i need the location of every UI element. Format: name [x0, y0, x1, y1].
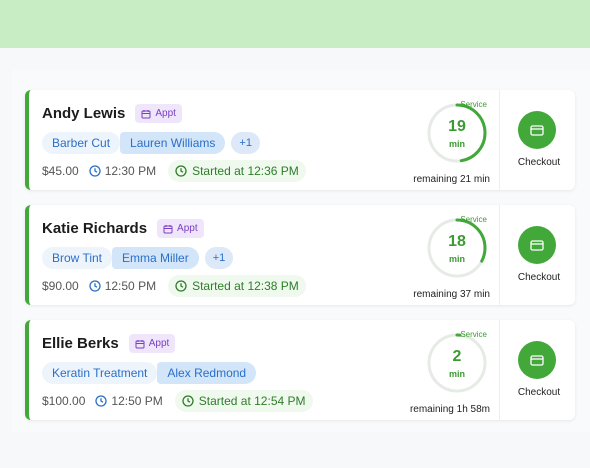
clock-icon	[95, 395, 108, 407]
checkout-label[interactable]: Checkout	[517, 157, 561, 168]
price: $45.00	[42, 164, 79, 178]
appt-badge: Appt	[128, 334, 176, 353]
ring-label: Service	[460, 100, 487, 109]
started-pill: Started at 12:54 PM	[174, 390, 313, 412]
badge-text: Appt	[155, 108, 176, 119]
checkout-button[interactable]	[518, 341, 556, 379]
started-text: Started at 12:36 PM	[192, 164, 299, 178]
time: 12:50 PM	[95, 394, 163, 408]
appt-badge: Appt	[157, 219, 204, 238]
progress-ring	[427, 103, 487, 163]
minutes-unit: min	[448, 369, 465, 379]
checkout-label[interactable]: Checkout	[517, 272, 561, 283]
minutes-unit: min	[448, 254, 465, 264]
divider	[499, 205, 500, 305]
progress-ring	[427, 218, 487, 278]
minutes: 19	[448, 118, 466, 135]
calendar-icon	[135, 339, 145, 348]
clock-icon	[182, 395, 194, 407]
service-pill: Keratin Treatment	[42, 362, 158, 384]
minutes: 2	[452, 348, 462, 365]
checkout-button[interactable]	[518, 111, 556, 149]
card-icon	[530, 354, 544, 366]
time-text: 12:30 PM	[104, 164, 157, 178]
price: $90.00	[42, 279, 79, 293]
staff-pill: Emma Miller	[112, 247, 199, 269]
minutes-unit: min	[448, 139, 465, 149]
clock-icon	[89, 165, 101, 177]
remaining: remaining 37 min	[413, 289, 490, 300]
minutes: 18	[448, 233, 466, 250]
time-text: 12:50 PM	[111, 394, 163, 408]
clock-icon	[175, 165, 187, 177]
ring-label: Service	[460, 215, 487, 224]
checkout-button[interactable]	[518, 226, 556, 264]
divider	[499, 90, 500, 190]
price: $100.00	[42, 394, 86, 408]
appointment-card: Andy Lewis Appt Barber Cut Lauren Willia…	[25, 90, 575, 190]
time-text: 12:50 PM	[104, 279, 157, 293]
checkout-label[interactable]: Checkout	[517, 387, 561, 398]
client-name: Andy Lewis	[42, 105, 126, 122]
started-text: Started at 12:54 PM	[198, 394, 306, 408]
extra-pill: +1	[204, 247, 234, 269]
appointment-card: Katie Richards Appt Brow Tint Emma Mille…	[25, 205, 575, 305]
header-band	[0, 0, 590, 48]
clock-icon	[89, 280, 101, 292]
started-pill: Started at 12:38 PM	[168, 275, 306, 297]
badge-text: Appt	[177, 223, 198, 234]
divider	[499, 320, 500, 420]
client-name: Ellie Berks	[42, 335, 119, 352]
clock-icon	[175, 280, 187, 292]
badge-text: Appt	[148, 338, 170, 349]
staff-pill: Lauren Williams	[120, 132, 226, 154]
client-name: Katie Richards	[42, 220, 148, 237]
appointment-card: Ellie Berks Appt Keratin Treatment Alex …	[25, 320, 575, 420]
started-text: Started at 12:38 PM	[192, 279, 299, 293]
time: 12:50 PM	[89, 279, 156, 293]
calendar-icon	[163, 224, 173, 233]
progress-ring	[427, 333, 487, 393]
remaining: remaining 1h 58m	[409, 404, 490, 415]
extra-pill: +1	[231, 132, 260, 154]
started-pill: Started at 12:36 PM	[168, 160, 306, 182]
service-pill: Brow Tint	[42, 247, 113, 269]
remaining: remaining 21 min	[413, 174, 490, 185]
calendar-icon	[141, 109, 151, 118]
time: 12:30 PM	[89, 164, 156, 178]
service-pill: Barber Cut	[42, 132, 121, 154]
card-icon	[530, 124, 544, 136]
card-icon	[530, 239, 544, 251]
ring-label: Service	[460, 330, 487, 339]
appt-badge: Appt	[135, 104, 182, 123]
staff-pill: Alex Redmond	[157, 362, 257, 384]
